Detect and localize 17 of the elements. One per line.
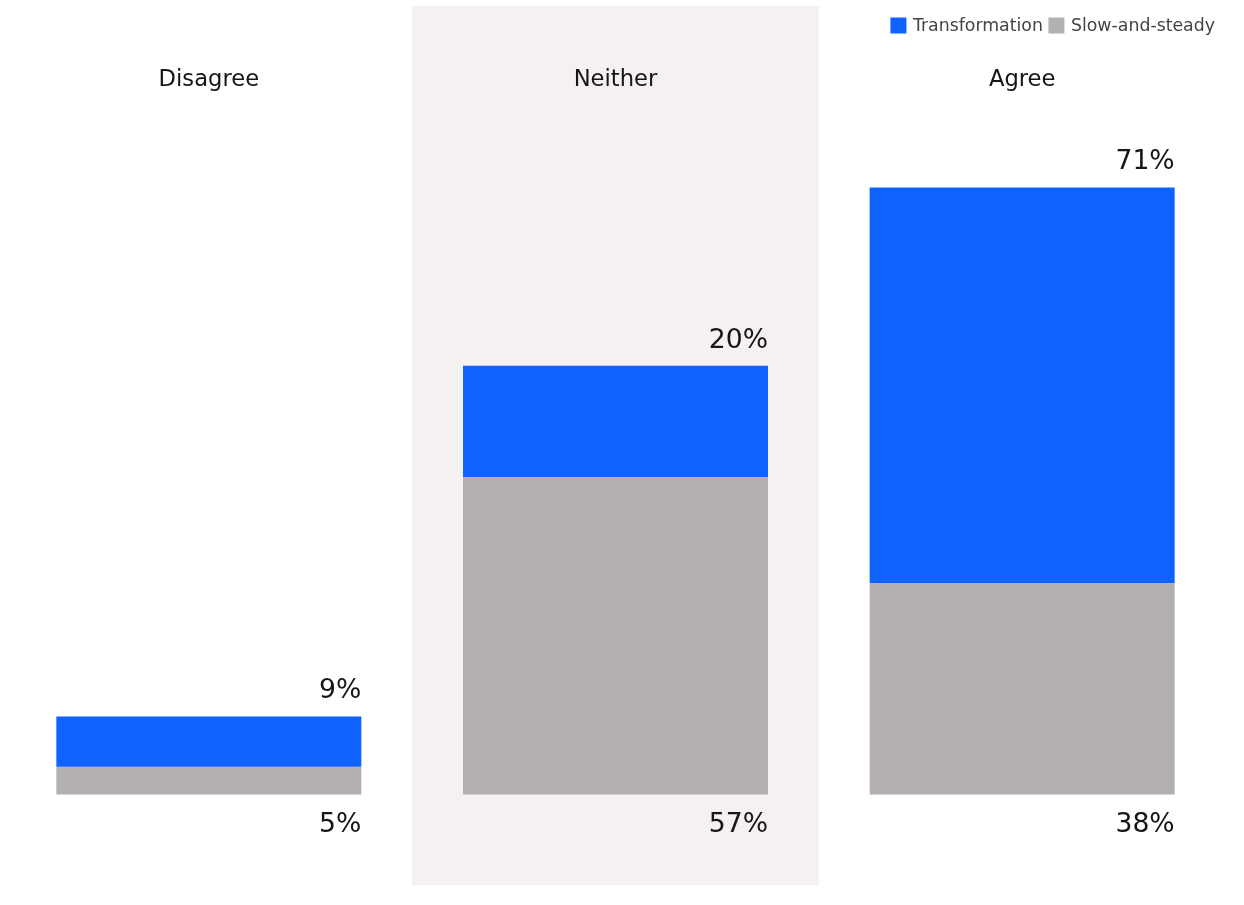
data-label: 20% [708,322,768,354]
data-label: 38% [1115,806,1175,838]
bar [56,716,362,767]
bar [56,766,362,795]
data-label: 57% [708,806,768,838]
legend-label: Transformation [912,15,1043,35]
bar [869,582,1175,795]
x-tick-label: Agree [988,65,1056,92]
bar [463,477,768,795]
bar [463,365,768,478]
legend-label: Slow-and-steady [1070,15,1215,35]
x-tick-label: Disagree [158,65,260,92]
data-label: 5% [319,806,362,838]
data-label: 9% [319,673,362,705]
x-tick-label: Neither [573,65,659,92]
bar [869,187,1175,583]
data-label: 71% [1115,144,1175,176]
